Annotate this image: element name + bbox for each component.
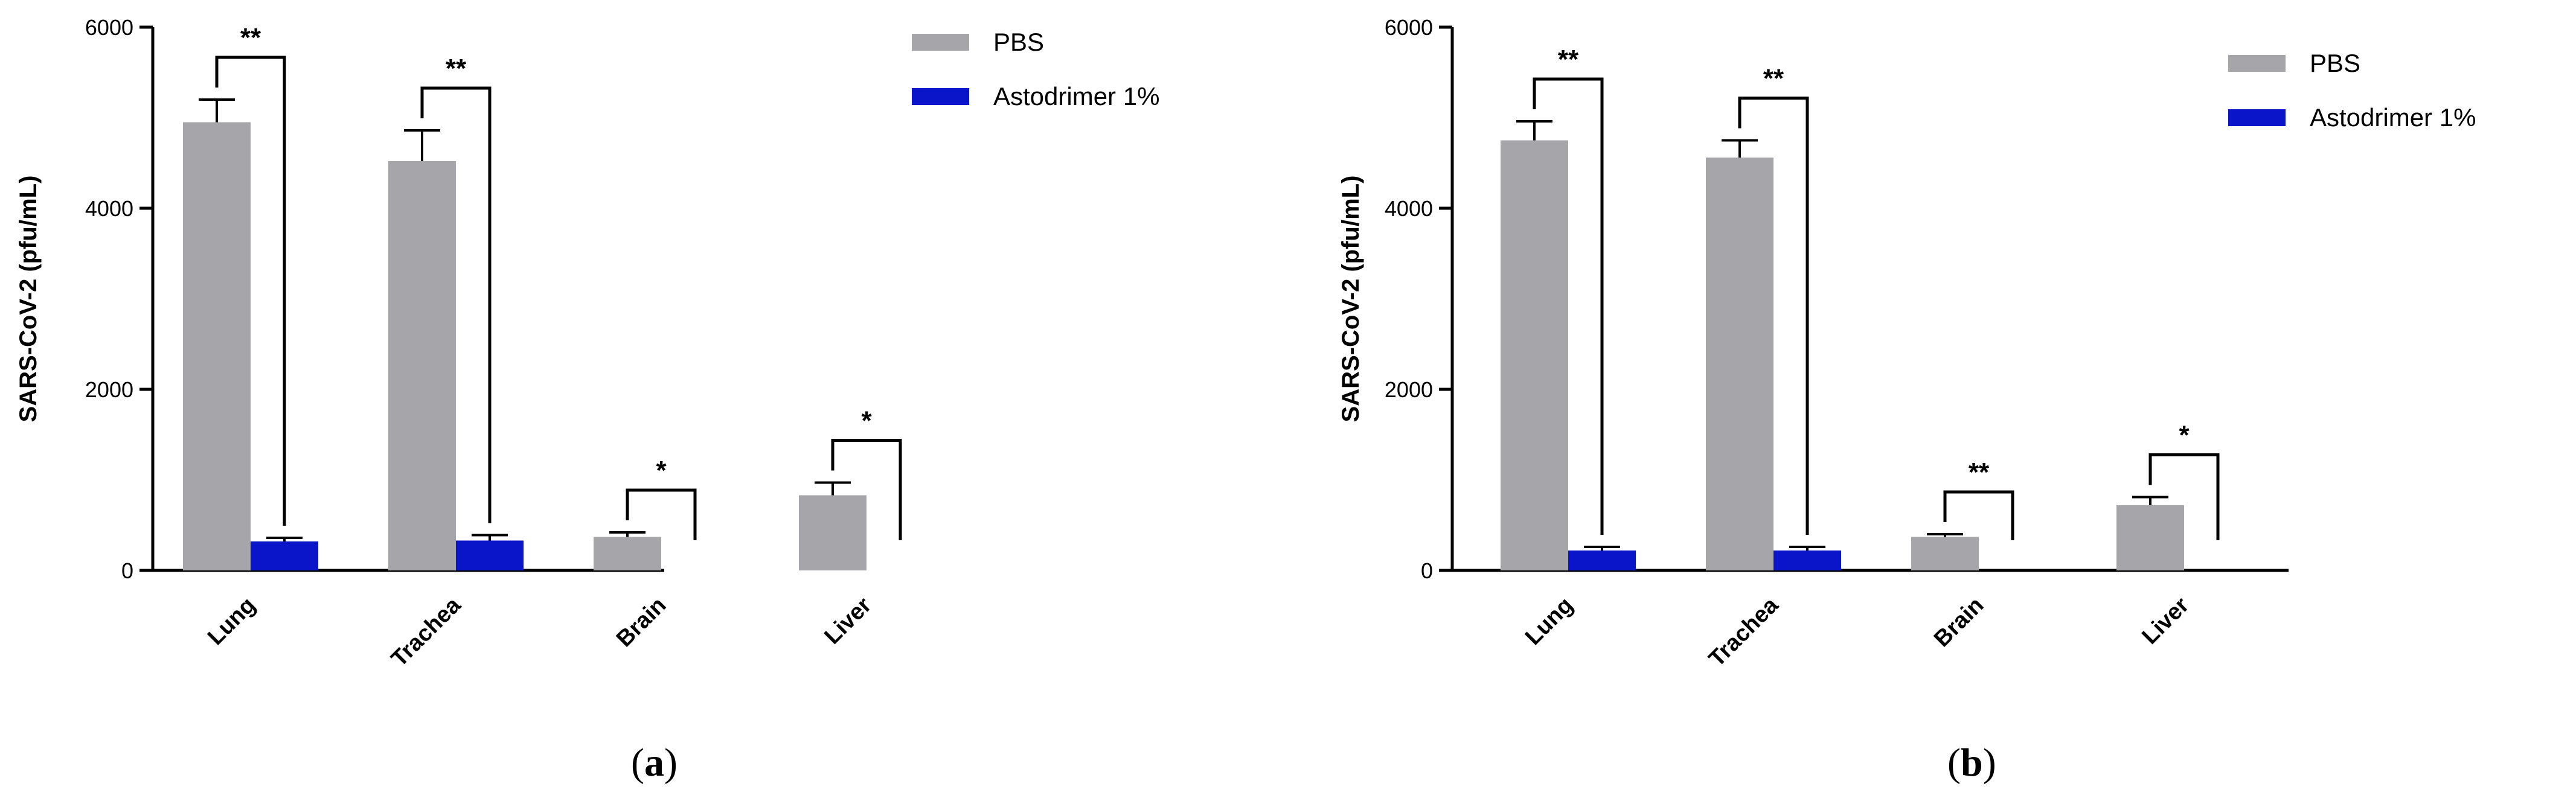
significance-marker: ** xyxy=(1763,64,1784,94)
chart-panel-b: 0 2000 4000 6000 SARS-CoV-2 (pfu/mL) Lung ** Tr… xyxy=(1338,15,2476,785)
x-tick-label-lung: Lung xyxy=(1520,593,1578,650)
legend-swatch-astodrimer xyxy=(912,88,969,105)
y-axis-label: SARS-CoV-2 (pfu/mL) xyxy=(15,176,42,423)
bar-pbs-brain xyxy=(594,537,661,570)
y-tick-label: 2000 xyxy=(85,377,133,402)
significance-bracket xyxy=(831,439,902,540)
significance-marker: * xyxy=(656,456,667,485)
legend-label-astodrimer: Astodrimer 1% xyxy=(993,82,1159,110)
significance-marker: ** xyxy=(1969,458,1990,487)
x-tick-label-lung: Lung xyxy=(203,593,260,650)
significance-bracket xyxy=(1533,77,1604,535)
bar-pbs-liver xyxy=(799,495,867,570)
significance-bracket xyxy=(1738,97,1809,535)
legend-swatch-pbs xyxy=(2228,55,2286,72)
y-tick-label: 0 xyxy=(121,558,133,583)
legend-label-pbs: PBS xyxy=(993,28,1044,56)
y-tick-label: 6000 xyxy=(1385,15,1433,40)
panel-label: (a) xyxy=(631,741,678,785)
bar-pbs-trachea xyxy=(1706,158,1773,570)
significance-marker: * xyxy=(861,406,872,436)
significance-bracket xyxy=(2148,453,2220,540)
significance-marker: ** xyxy=(1558,45,1579,74)
significance-bracket xyxy=(420,86,492,523)
x-tick-label-brain: Brain xyxy=(1929,593,1988,652)
y-tick-label: 0 xyxy=(1421,558,1433,583)
bar-pbs-lung xyxy=(183,122,251,570)
x-tick-label-brain: Brain xyxy=(612,593,671,652)
significance-marker: ** xyxy=(446,54,467,83)
legend-label-pbs: PBS xyxy=(2310,49,2360,77)
significance-marker: * xyxy=(2179,421,2190,450)
significance-bracket xyxy=(626,488,697,540)
x-tick-label-trachea: Trachea xyxy=(386,592,466,672)
x-tick-label-liver: Liver xyxy=(2137,593,2194,649)
bar-pbs-lung xyxy=(1501,140,1568,570)
legend-label-astodrimer: Astodrimer 1% xyxy=(2310,103,2476,132)
significance-bracket xyxy=(215,56,286,526)
significance-marker: ** xyxy=(240,23,261,53)
bar-astodrimer-lung xyxy=(251,541,318,570)
bar-pbs-trachea xyxy=(388,161,456,570)
y-axis-label: SARS-CoV-2 (pfu/mL) xyxy=(1338,176,1364,423)
bar-astodrimer-trachea xyxy=(456,540,524,570)
legend-swatch-astodrimer xyxy=(2228,109,2286,126)
x-tick-label-trachea: Trachea xyxy=(1704,592,1784,672)
bar-pbs-liver xyxy=(2116,505,2184,570)
x-tick-label-liver: Liver xyxy=(819,593,876,649)
legend-swatch-pbs xyxy=(912,34,969,51)
y-tick-label: 4000 xyxy=(1385,196,1433,221)
bar-pbs-brain xyxy=(1911,537,1979,570)
y-tick-label: 6000 xyxy=(85,15,133,40)
y-tick-label: 4000 xyxy=(85,196,133,221)
bar-astodrimer-lung xyxy=(1568,550,1636,570)
panel-label: (b) xyxy=(1947,741,1996,785)
significance-bracket xyxy=(1943,490,2014,540)
y-tick-label: 2000 xyxy=(1385,377,1433,402)
bar-astodrimer-trachea xyxy=(1773,550,1841,570)
